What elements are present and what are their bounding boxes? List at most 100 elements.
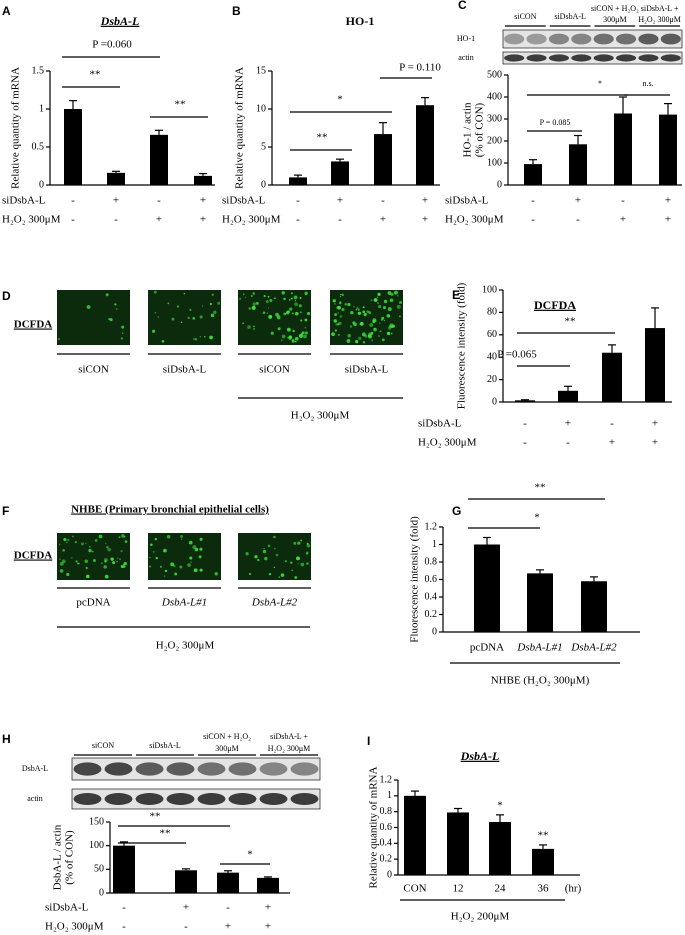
band-label: actin [458,53,474,62]
blot-band [290,762,319,776]
fluorescent-spot [283,312,286,316]
fluorescent-spot [174,572,178,576]
row-label: siDsbA-L [45,902,89,914]
fluorescent-spot [114,303,117,306]
fluorescent-spot [106,545,109,549]
fluorescent-spot [337,333,340,336]
fluorescent-spot [72,535,74,538]
y-tick-label: 100 [487,157,502,168]
fluorescent-spot [254,555,258,559]
fluorescent-spot [163,575,166,577]
bar [289,177,307,185]
y-axis-label: Relative quantity of mRNA [368,767,380,889]
row-label: H₂O₂ 300μM [445,214,504,226]
row-sign: + [620,214,626,226]
y-tick-label: 1.5 [32,65,45,76]
significance: * [598,79,602,88]
fluorescent-spot [339,302,342,305]
row-sign: - [296,214,300,226]
fluorescent-spot [188,540,193,545]
fluorescent-spot [252,292,255,295]
panel-letter: C [458,0,467,12]
y-tick-label: 0.8 [380,806,393,817]
fluorescent-spot [267,295,270,298]
fluorescent-spot [193,338,195,340]
fluorescent-spot [278,576,280,578]
row-sign: + [422,195,428,207]
lane-label: siCON [514,12,536,21]
y-tick-label: 0 [492,396,497,407]
fluorescent-spot [209,302,212,306]
y-tick-label: 1 [39,103,44,114]
fluorescent-spot [105,543,107,545]
y-axis-label: DsbA-L / actin [52,824,64,890]
bar [107,172,125,185]
fluorescent-spot [378,304,382,309]
panel-letter: B [232,4,241,18]
fluorescent-spot [105,293,109,297]
fluorescent-spot [190,561,192,563]
fluorescent-spot [250,295,253,297]
chart-title: DCFDA [534,298,576,312]
fluorescent-spot [86,305,91,309]
y-tick-label: 0.2 [425,609,438,620]
fluorescent-spot [92,559,96,563]
fluorescent-spot [281,334,286,339]
row-sign: + [113,195,119,207]
blot-band [571,33,592,45]
blot-strip [502,29,683,49]
blot-band [638,54,659,62]
fluorescent-spot [103,565,107,569]
fluorescent-spot [270,331,274,335]
fluorescent-spot [280,573,285,577]
fluorescent-spot [349,325,353,328]
fluorescent-spot [386,331,391,336]
significance: P = 0.110 [399,62,441,74]
row-sign: + [337,195,343,207]
fluorescent-spot [121,332,124,334]
row-sign: - [122,921,126,933]
fluorescent-spot [300,332,304,335]
y-tick-label: 0.4 [425,591,438,602]
fluorescent-spot [396,304,401,309]
fluorescent-spot [59,558,61,560]
fluorescent-spot [257,558,260,562]
row-sign: - [338,214,342,226]
fluorescent-spot [264,556,268,561]
y-axis-label: Relative quantity of mRNA [234,67,246,189]
fluorescent-spot [391,324,395,328]
bar [474,544,500,632]
fluorescent-spot [288,299,291,301]
micrograph [57,290,130,345]
y-tick-label: 0 [497,179,502,190]
fluorescent-spot [163,548,167,553]
fluorescent-spot [306,542,309,545]
fluorescent-spot [58,543,61,545]
fluorescent-spot [199,547,203,551]
blot-band [228,793,257,805]
blot-band [571,54,592,62]
y-tick-label: 60 [487,329,497,340]
image-label: siCON [78,364,109,376]
fluorescent-spot [74,541,77,544]
fluorescent-spot [159,565,162,568]
fluorescent-spot [194,547,199,552]
row-label: H₂O₂ 300μM [222,214,281,226]
y-tick-label: 10 [256,103,266,114]
x-axis-label: H₂O₂ 200μM [451,911,510,923]
fluorescent-spot [300,562,305,567]
fluorescent-spot [347,302,351,307]
blot-band [197,793,226,805]
fluorescent-spot [368,311,372,315]
micrograph [148,290,221,345]
fluorescent-spot [290,292,293,295]
blot-band [615,54,637,62]
y-axis-label: HO-1 / actin [462,102,474,157]
fluorescent-spot [152,329,156,333]
blot-band [593,33,614,45]
fluorescent-spot [353,322,357,327]
fluorescent-spot [369,323,374,327]
fluorescent-spot [210,313,215,318]
fluorescent-spot [150,543,153,546]
image-label: siDsbA-L [345,364,389,376]
